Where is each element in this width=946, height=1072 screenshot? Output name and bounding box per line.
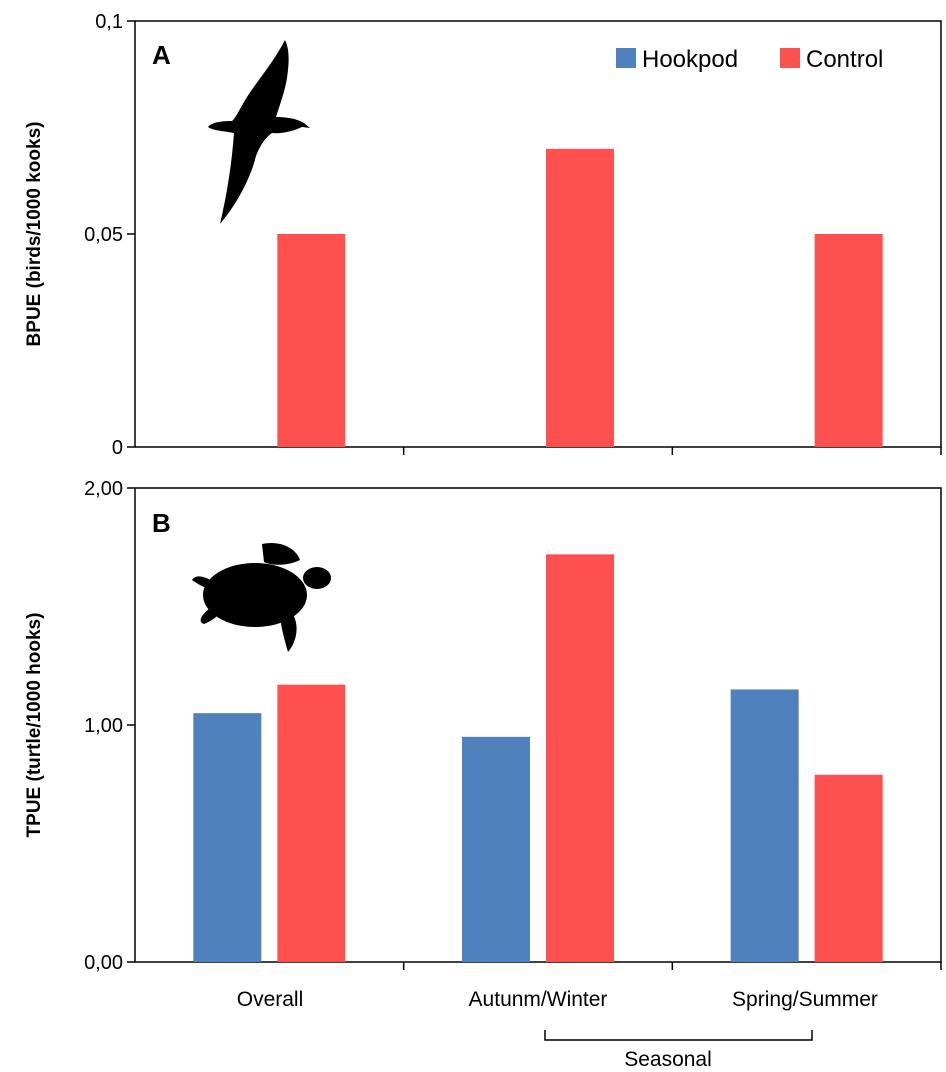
bar-control-autunm-winter bbox=[546, 554, 614, 962]
bar-control-overall bbox=[277, 684, 346, 962]
legend-swatch-hookpod bbox=[616, 48, 636, 68]
panel-a-y-ticks: 0 0,05 0,1 bbox=[84, 11, 135, 459]
category-labels: Overall Autunm/Winter Spring/Summer bbox=[237, 988, 878, 1011]
albatross-silhouette-icon bbox=[208, 40, 310, 224]
panel-b-x-ticks bbox=[402, 962, 942, 970]
category-label-spring-summer: Spring/Summer bbox=[732, 988, 878, 1011]
bar-control-autunm-winter bbox=[546, 148, 614, 448]
bar-control-spring-summer bbox=[814, 774, 883, 962]
legend-swatch-control bbox=[780, 48, 800, 68]
panel-a-bars bbox=[277, 148, 883, 448]
panel-b-letter: B bbox=[152, 508, 171, 538]
bar-hookpod-spring-summer bbox=[730, 689, 799, 962]
panel-a: A Hookpod Control 0 0,05 0,1 BPUE (birds/1… bbox=[24, 11, 942, 459]
bar-control-spring-summer bbox=[814, 234, 883, 447]
y-tick-label: 0,05 bbox=[84, 224, 123, 246]
category-label-overall: Overall bbox=[237, 988, 304, 1011]
legend-label-hookpod: Hookpod bbox=[642, 46, 738, 73]
legend: Hookpod Control bbox=[616, 46, 883, 73]
y-tick-label: 0,00 bbox=[84, 952, 123, 974]
panel-b: B 0,00 1,00 2,00 TPUE (turtle/1000 hooks) bbox=[24, 478, 942, 974]
panel-a-letter: A bbox=[152, 40, 171, 70]
panel-a-y-axis-label: BPUE (birds/1000 kooks) bbox=[24, 122, 45, 347]
panel-a-x-ticks bbox=[402, 447, 942, 455]
sea-turtle-silhouette-icon bbox=[192, 542, 331, 652]
y-tick-label: 0,1 bbox=[95, 11, 123, 33]
bar-hookpod-autunm-winter bbox=[462, 736, 530, 962]
bar-hookpod-overall bbox=[193, 713, 262, 962]
panel-b-bars bbox=[193, 554, 883, 962]
panel-b-y-ticks: 0,00 1,00 2,00 bbox=[84, 478, 135, 974]
seasonal-bracket-line bbox=[544, 1030, 813, 1041]
seasonal-bracket: Seasonal bbox=[544, 1030, 813, 1071]
seasonal-bracket-label: Seasonal bbox=[624, 1048, 712, 1071]
y-tick-label: 2,00 bbox=[84, 478, 123, 500]
legend-label-control: Control bbox=[806, 46, 883, 73]
panel-b-y-axis-label: TPUE (turtle/1000 hooks) bbox=[24, 613, 45, 838]
category-label-autumn-winter: Autunm/Winter bbox=[469, 988, 608, 1011]
y-tick-label: 1,00 bbox=[84, 715, 123, 737]
y-tick-label: 0 bbox=[112, 437, 123, 459]
bar-control-overall bbox=[277, 234, 346, 447]
